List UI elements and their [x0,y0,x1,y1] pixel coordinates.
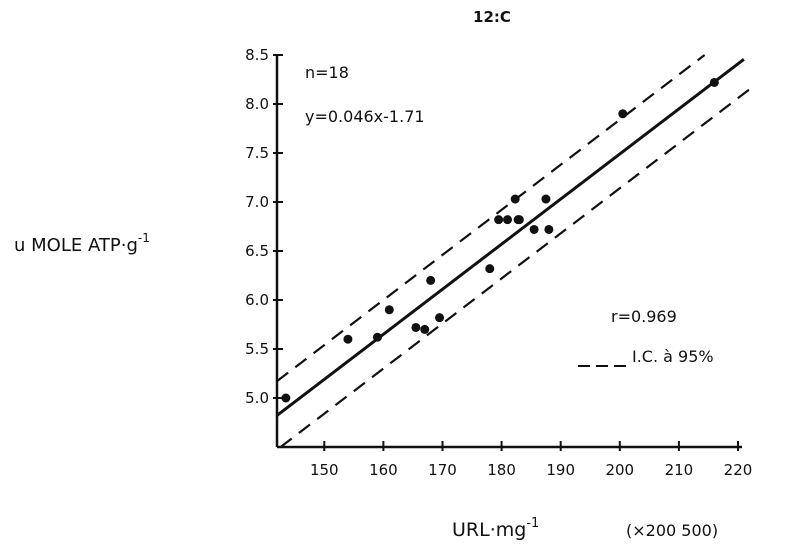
x-tick-label: 160 [369,461,398,479]
x-axis-unit: (×200 500) [626,521,718,540]
data-point [384,305,394,315]
y-tick-label: 8.0 [245,95,269,113]
y-tick-label: 6.5 [245,242,269,260]
x-axis-label: URL·mg-1 [452,516,539,541]
ci-legend: I.C. à 95% [578,347,714,367]
data-point [529,224,539,234]
x-ticks: 150 160 170 180 190 200 210 220 [310,441,752,479]
x-tick-label: 220 [724,461,753,479]
ci-upper-line [276,54,706,383]
data-points [281,77,719,403]
r-annotation: r=0.969 [611,307,677,326]
data-point [709,77,719,87]
y-tick-label: 5.5 [245,340,269,358]
y-tick-label: 7.5 [245,144,269,162]
x-tick-label: 190 [546,461,575,479]
x-tick-label: 200 [605,461,634,479]
data-point [420,324,430,334]
data-point [485,264,495,274]
x-tick-label: 170 [428,461,457,479]
data-point [372,332,382,342]
regression-line [276,58,745,417]
x-tick-label: 180 [487,461,516,479]
x-tick-label: 210 [665,461,694,479]
data-point [426,275,436,285]
ci-legend-label: I.C. à 95% [632,347,714,366]
x-tick-label: 150 [310,461,339,479]
data-point [503,215,512,225]
data-point [510,194,520,204]
data-point [541,194,551,204]
data-point [411,322,421,332]
y-axis-label-sup: -1 [138,231,150,245]
chart-title: 12:C [473,8,511,26]
data-point [494,215,504,225]
data-point [281,393,291,403]
data-point [343,334,353,344]
n-annotation: n=18 [305,63,349,82]
regression-lines [276,54,757,448]
y-tick-label: 5.0 [245,389,269,407]
equation-annotation: y=0.046x-1.71 [305,107,425,126]
x-axis-label-text: URL·mg [452,519,526,541]
y-tick-label: 6.0 [245,291,269,309]
x-axis-label-sup: -1 [526,516,539,531]
data-point [544,224,554,234]
y-axis-label: u MOLE ATP·g-1 [14,231,150,256]
y-tick-label: 7.0 [245,193,269,211]
plot-area: 5.0 5.5 6.0 6.5 7.0 7.5 8.0 8.5 150 160 170 180 190… [245,46,757,479]
data-point [618,109,628,119]
y-tick-label: 8.5 [245,46,269,64]
data-point [435,313,445,323]
ci-lower-line [279,83,757,448]
data-point [514,215,524,225]
y-axis-label-text: u MOLE ATP·g [14,235,138,256]
y-ticks: 5.0 5.5 6.0 6.5 7.0 7.5 8.0 8.5 [245,46,283,407]
